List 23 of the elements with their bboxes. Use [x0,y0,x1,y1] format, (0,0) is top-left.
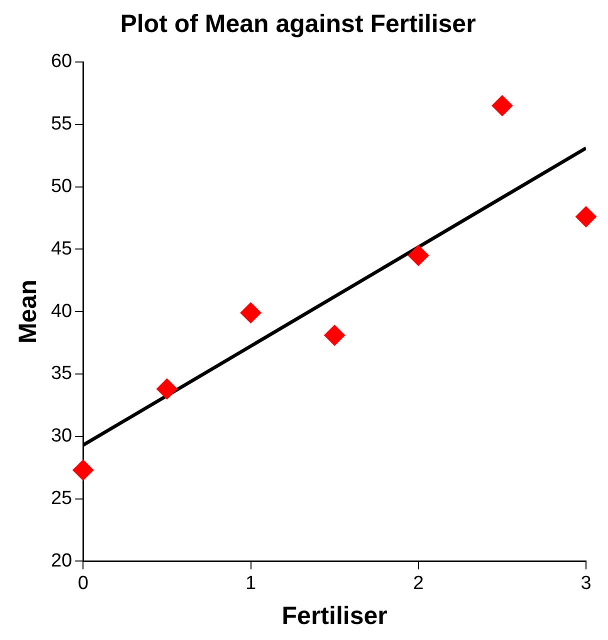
point [324,324,346,346]
x-tick-label: 1 [245,572,256,594]
x-tick-label: 3 [580,572,592,594]
point [240,302,262,324]
y-tick-label: 40 [50,300,72,322]
y-tick-label: 60 [50,51,72,72]
chart-title: Plot of Mean against Fertiliser [120,10,476,38]
y-axis-title: Mean [14,280,42,344]
x-axis-title: Fertiliser [282,602,388,630]
point [492,95,513,116]
point [576,206,596,228]
y-tick-label: 50 [50,176,72,198]
y-tick-label: 30 [50,426,72,447]
y-tick-label: 55 [50,114,72,135]
x-tick-label: 0 [78,572,88,594]
y-tick-label: 45 [50,238,72,260]
point [408,244,429,266]
y-tick-label: 20 [50,550,72,572]
y-tick-label: 25 [50,488,72,510]
point [156,378,178,400]
point [72,460,94,481]
y-tick-label: 35 [50,363,72,384]
x-tick-label: 2 [413,572,424,594]
